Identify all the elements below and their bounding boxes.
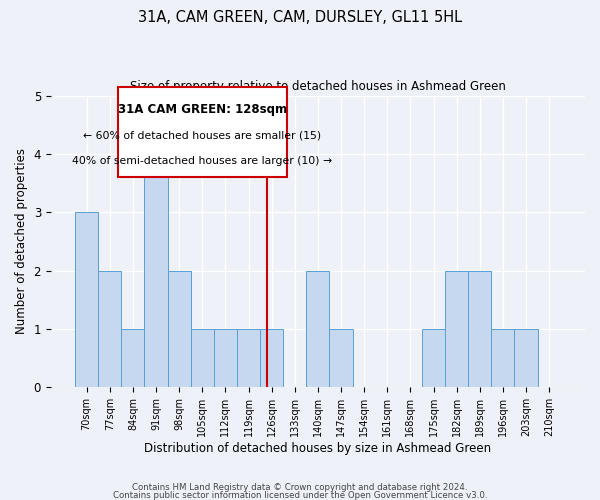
- Text: 40% of semi-detached houses are larger (10) →: 40% of semi-detached houses are larger (…: [72, 156, 332, 166]
- Bar: [75, 212, 98, 388]
- Bar: [118, 87, 287, 178]
- Bar: [422, 329, 445, 388]
- Bar: [214, 329, 237, 388]
- Title: Size of property relative to detached houses in Ashmead Green: Size of property relative to detached ho…: [130, 80, 506, 93]
- Text: ← 60% of detached houses are smaller (15): ← 60% of detached houses are smaller (15…: [83, 130, 322, 140]
- Bar: [191, 329, 214, 388]
- Bar: [329, 329, 353, 388]
- Bar: [260, 329, 283, 388]
- Bar: [98, 270, 121, 388]
- Text: 31A CAM GREEN: 128sqm: 31A CAM GREEN: 128sqm: [118, 103, 287, 116]
- Bar: [237, 329, 260, 388]
- Bar: [514, 329, 538, 388]
- Bar: [468, 270, 491, 388]
- Text: Contains HM Land Registry data © Crown copyright and database right 2024.: Contains HM Land Registry data © Crown c…: [132, 484, 468, 492]
- Text: Contains public sector information licensed under the Open Government Licence v3: Contains public sector information licen…: [113, 490, 487, 500]
- Y-axis label: Number of detached properties: Number of detached properties: [15, 148, 28, 334]
- Bar: [167, 270, 191, 388]
- X-axis label: Distribution of detached houses by size in Ashmead Green: Distribution of detached houses by size …: [145, 442, 491, 455]
- Bar: [445, 270, 468, 388]
- Text: 31A, CAM GREEN, CAM, DURSLEY, GL11 5HL: 31A, CAM GREEN, CAM, DURSLEY, GL11 5HL: [138, 10, 462, 25]
- Bar: [145, 154, 167, 388]
- Bar: [491, 329, 514, 388]
- Bar: [307, 270, 329, 388]
- Bar: [121, 329, 145, 388]
